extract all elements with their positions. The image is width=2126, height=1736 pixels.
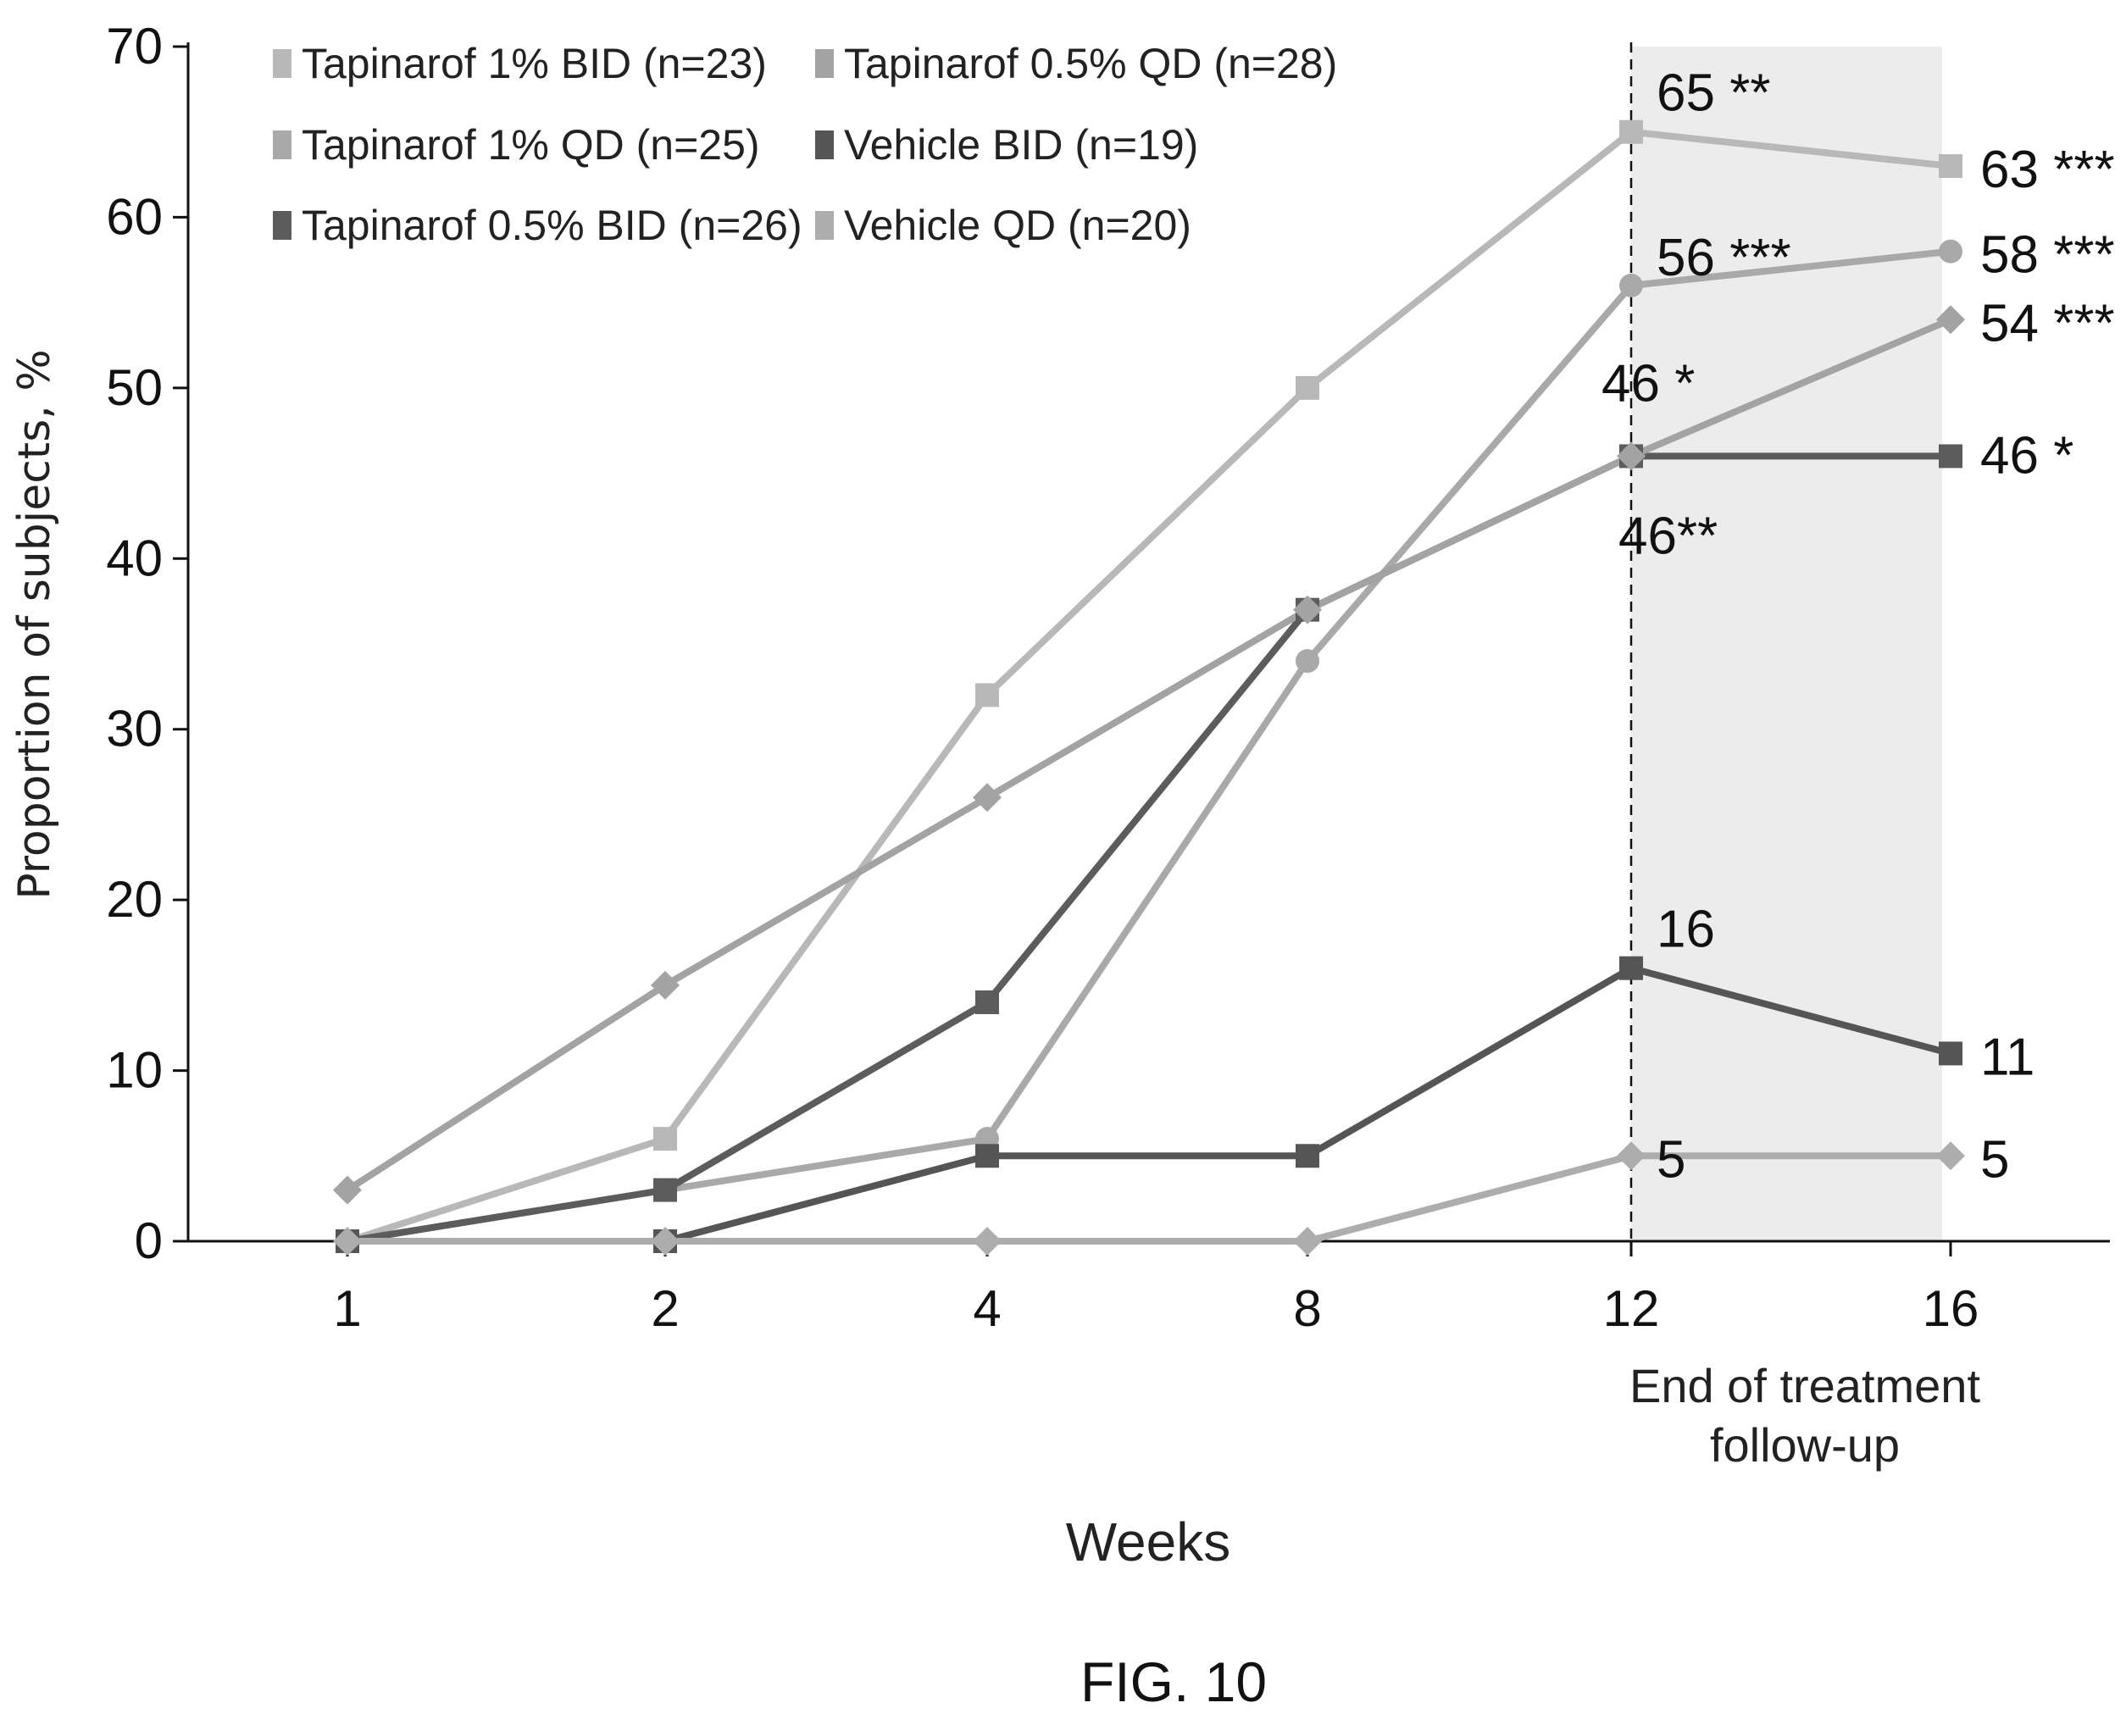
legend-swatch <box>815 211 834 240</box>
data-point <box>1617 1141 1646 1171</box>
data-annotation: 46 * <box>1601 354 1695 413</box>
data-annotation: 58 *** <box>1980 226 2115 285</box>
series-line-3 <box>344 452 1954 1245</box>
legend-label: Vehicle BID (n=19) <box>844 121 1198 169</box>
y-tick-label: 60 <box>106 188 163 245</box>
figure-caption: FIG. 10 <box>1080 1650 1267 1713</box>
data-point <box>653 1127 677 1151</box>
data-point <box>653 1178 677 1202</box>
data-point <box>973 1227 1002 1256</box>
x-tick-label: 16 <box>1923 1280 1979 1337</box>
data-annotation: 46** <box>1618 507 1718 565</box>
data-annotation: 63 *** <box>1980 141 2115 199</box>
x-tick-label: 1 <box>333 1280 361 1337</box>
y-tick-label: 50 <box>106 359 163 416</box>
data-point <box>975 683 999 707</box>
data-point <box>1619 119 1643 144</box>
data-annotation: 5 <box>1980 1130 2009 1189</box>
x-tick-label: 4 <box>973 1280 1001 1337</box>
data-point <box>975 990 999 1014</box>
data-annotation: 65 ** <box>1657 64 1770 123</box>
data-annotation: 56 *** <box>1657 229 1791 287</box>
legend-label: Tapinarof 1% QD (n=25) <box>302 121 760 169</box>
data-point <box>1617 441 1646 471</box>
data-point <box>1939 239 1962 263</box>
data-point <box>1293 595 1322 624</box>
data-point <box>1296 649 1319 674</box>
legend-swatch <box>273 49 291 78</box>
data-point <box>1936 305 1965 335</box>
data-point <box>1293 1227 1322 1256</box>
data-point <box>333 1175 362 1205</box>
period-label-line-2: follow-up <box>1710 1418 1900 1472</box>
y-axis-label: Proportion of subjects, % <box>9 349 60 900</box>
data-point <box>651 1227 680 1256</box>
legend-swatch <box>815 49 834 78</box>
y-tick-label: 40 <box>106 530 163 586</box>
x-tick-label: 12 <box>1603 1280 1660 1337</box>
data-point <box>1939 154 1962 178</box>
legend-swatch <box>273 130 291 159</box>
follow-up-shaded-region <box>1631 47 1942 1241</box>
y-tick-label: 10 <box>106 1042 163 1099</box>
series-line-6 <box>344 1152 1954 1245</box>
data-point <box>1296 1144 1319 1168</box>
data-point <box>1939 1041 1962 1066</box>
shaded-region <box>1631 47 1942 1241</box>
data-point <box>333 1227 362 1256</box>
series-markers <box>333 119 1965 1256</box>
series-lines <box>344 128 1954 1245</box>
y-tick-label: 70 <box>106 18 163 75</box>
data-annotation: 54 *** <box>1980 294 2115 352</box>
legend-label: Tapinarof 0.5% QD (n=28) <box>844 40 1337 87</box>
data-point <box>1296 375 1319 400</box>
period-label-line-1: End of treatment <box>1629 1359 1980 1412</box>
x-axis-label: Weeks <box>1066 1511 1230 1572</box>
y-tick-label: 0 <box>135 1212 163 1269</box>
series-line-1 <box>344 128 1954 1245</box>
x-axis-ticks: 1 2 4 8 12 16 <box>333 1241 1979 1337</box>
y-axis-ticks: 0 10 20 30 40 50 60 70 <box>106 18 188 1269</box>
data-point <box>973 783 1002 813</box>
data-annotation: 46 * <box>1980 426 2073 485</box>
series-line-4 <box>344 316 1954 1194</box>
x-tick-label: 8 <box>1293 1280 1321 1337</box>
y-tick-label: 30 <box>106 701 163 757</box>
data-point <box>1619 274 1643 297</box>
data-annotation: 16 <box>1657 901 1715 959</box>
legend-swatch <box>815 130 834 159</box>
legend-swatch <box>273 211 291 240</box>
legend-label: Tapinarof 1% BID (n=23) <box>302 40 767 87</box>
data-annotations: 65 ** 56 *** 46 * 46** 16 5 63 *** 58 *** 54 ***… <box>1601 64 2115 1190</box>
data-point <box>1936 1141 1965 1171</box>
data-point <box>1619 956 1643 980</box>
x-tick-label: 2 <box>651 1280 679 1337</box>
data-annotation: 5 <box>1657 1130 1685 1189</box>
data-annotation: 11 <box>1980 1028 2034 1086</box>
legend-label: Tapinarof 0.5% BID (n=26) <box>302 202 802 249</box>
data-point <box>651 970 680 1000</box>
legend-label: Vehicle QD (n=20) <box>844 202 1191 249</box>
legend: Tapinarof 1% BID (n=23) Tapinarof 1% QD (… <box>273 40 1337 249</box>
y-tick-label: 20 <box>106 871 163 928</box>
data-point <box>975 1144 999 1168</box>
data-point <box>1939 444 1962 469</box>
